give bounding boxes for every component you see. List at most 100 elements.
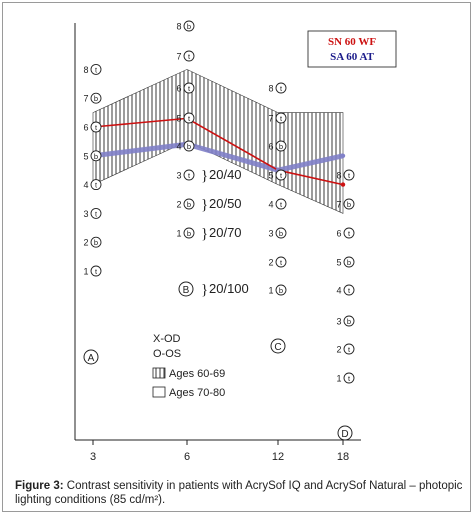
circle-number: 7 — [83, 94, 88, 104]
circle-number: 6 — [336, 229, 341, 239]
grating-circle-icon — [343, 343, 355, 355]
circle-number: 6 — [268, 142, 273, 152]
grating-circle-icon — [275, 227, 287, 239]
acuity-label: 20/100 — [209, 281, 249, 296]
caption-label: Figure 3: — [15, 480, 64, 492]
grating-circle-letter: b — [347, 317, 351, 326]
acuity-label: 20/70 — [209, 225, 242, 240]
grating-circle-icon — [343, 256, 355, 268]
grating-circle-letter: b — [347, 200, 351, 209]
acuity-label: 20/40 — [209, 167, 242, 182]
series-line-sa60at — [92, 141, 344, 173]
grating-circle-letter: t — [95, 123, 98, 132]
grating-circle-icon — [183, 112, 195, 124]
circle-number: 3 — [176, 171, 181, 181]
acuity-brace: } — [201, 197, 208, 213]
grating-circle-icon — [183, 227, 195, 239]
circle-number: 8 — [268, 84, 273, 94]
circle-number: 3 — [268, 229, 273, 239]
grating-circle-icon — [90, 63, 102, 75]
circle-number: 3 — [83, 209, 88, 219]
series-legend-box — [307, 30, 397, 68]
circle-number: 5 — [336, 258, 341, 268]
acuity-brace: } — [201, 226, 208, 242]
grating-circle-icon — [275, 169, 287, 181]
grating-circle-letter: b — [187, 200, 191, 209]
grating-circle-icon — [275, 198, 287, 210]
column-letter-circle-icon — [178, 281, 194, 297]
series-point — [340, 153, 346, 158]
circle-number: 2 — [268, 258, 273, 268]
grating-circle-letter: b — [279, 286, 283, 295]
grating-circle-letter: t — [95, 267, 98, 276]
column-letter: C — [274, 342, 281, 353]
circle-number: 2 — [176, 200, 181, 210]
grating-circle-letter: t — [280, 200, 283, 209]
acuity-label: 20/50 — [209, 196, 242, 211]
grating-circle-letter: t — [280, 171, 283, 180]
circle-number: 8 — [83, 65, 88, 75]
grating-circle-icon — [183, 198, 195, 210]
grating-circle-icon — [183, 169, 195, 181]
grating-circle-icon — [275, 256, 287, 268]
caption-text: Contrast sensitivity in patients with Ac… — [15, 480, 463, 506]
circle-number: 3 — [336, 317, 341, 327]
circle-number: 7 — [336, 200, 341, 210]
circle-number: 5 — [176, 114, 181, 124]
x-tick-label: 6 — [184, 451, 190, 463]
grating-circle-icon — [90, 150, 102, 162]
grating-circle-letter: t — [188, 171, 191, 180]
grating-circle-icon — [183, 50, 195, 62]
contrast-sensitivity-chart: 3 6 12 18 8 t7 b6 t5 b4 t3 t2 b1 tA8 b7 t6 t5 t4 b3 t2 b1 b… — [74, 20, 397, 463]
circle-number: 1 — [336, 374, 341, 384]
grating-circle-icon — [275, 284, 287, 296]
series-line-sn60wf — [92, 117, 344, 186]
grating-circle-letter: b — [187, 229, 191, 238]
grating-circle-letter: b — [94, 238, 98, 247]
grating-circle-letter: t — [280, 84, 283, 93]
grating-circle-icon — [90, 236, 102, 248]
circle-number: 4 — [336, 286, 341, 296]
grating-circle-letter: t — [348, 229, 351, 238]
circle-number: 4 — [83, 180, 88, 190]
legend-hatch-swatch — [152, 367, 166, 379]
grating-circle-letter: b — [187, 142, 191, 151]
circle-number: 5 — [268, 171, 273, 181]
legend-plain-swatch — [152, 386, 166, 398]
circle-number: 8 — [176, 22, 181, 32]
grating-circle-icon — [90, 121, 102, 133]
column-letter: B — [183, 285, 190, 296]
grating-circle-icon — [343, 227, 355, 239]
grating-circle-letter: t — [188, 114, 191, 123]
column-letter-circle-icon — [83, 349, 99, 365]
circle-number: 4 — [176, 142, 181, 152]
x-tick-label: 12 — [272, 451, 284, 463]
acuity-brace: } — [201, 168, 208, 184]
circle-number: 8 — [336, 171, 341, 181]
circle-number: 2 — [83, 238, 88, 248]
grating-circle-letter: b — [279, 142, 283, 151]
grating-circle-icon — [183, 20, 195, 32]
grating-circle-icon — [275, 140, 287, 152]
grating-circle-letter: b — [347, 258, 351, 267]
grating-circle-letter: b — [279, 229, 283, 238]
grating-circle-letter: t — [95, 209, 98, 218]
circle-number: 1 — [176, 229, 181, 239]
grating-circle-letter: t — [188, 52, 191, 61]
grating-circle-letter: t — [348, 171, 351, 180]
grating-circle-icon — [90, 179, 102, 191]
grating-circle-letter: t — [348, 345, 351, 354]
circle-number: 1 — [268, 286, 273, 296]
note-text: X-OD — [153, 333, 181, 345]
circle-number: 2 — [336, 345, 341, 355]
x-tick-label: 18 — [337, 451, 349, 463]
grating-circle-letter: b — [187, 22, 191, 31]
column-letter: D — [341, 429, 348, 440]
grating-circle-letter: t — [348, 286, 351, 295]
series-legend-label: SN 60 WF — [328, 36, 376, 48]
series-legend-label: SA 60 AT — [330, 51, 374, 63]
series-point — [340, 182, 346, 187]
grating-circle-icon — [90, 265, 102, 277]
grating-circle-icon — [90, 207, 102, 219]
circle-number: 7 — [268, 114, 273, 124]
